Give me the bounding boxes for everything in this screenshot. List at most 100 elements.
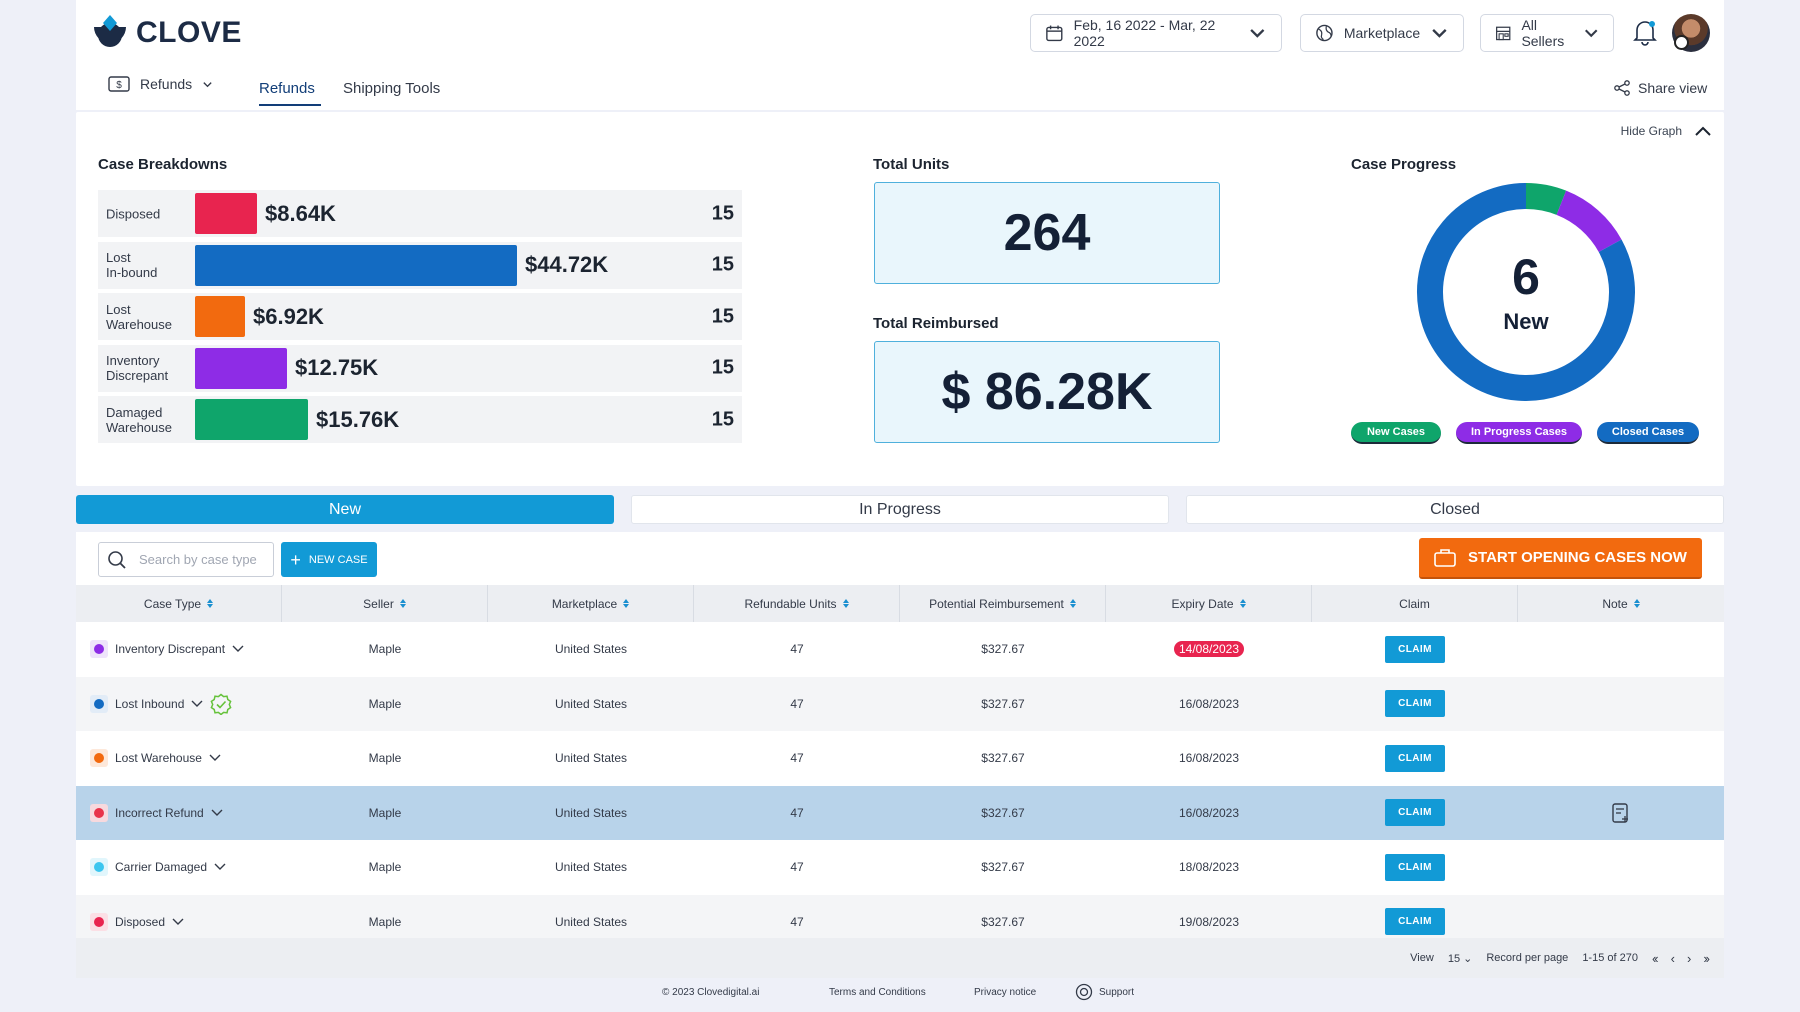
table-row[interactable]: Lost Inbound Maple United States 47 $327.67 1…	[76, 676, 1724, 731]
last-page-icon[interactable]: ››	[1703, 950, 1710, 966]
tab-in-progress[interactable]: In Progress	[631, 495, 1169, 524]
sort-icon[interactable]	[1069, 599, 1076, 608]
claim-button[interactable]: CLAIM	[1385, 853, 1445, 881]
potential-reimbursement: $327.67	[981, 696, 1025, 711]
expiry-date: 16/08/2023	[1178, 696, 1240, 711]
potential-reimbursement: $327.67	[981, 751, 1025, 766]
sellers-select[interactable]: All Sellers	[1480, 14, 1614, 52]
case-type-dot-icon	[90, 858, 108, 877]
chevron-down-icon[interactable]	[191, 700, 203, 708]
search-box[interactable]	[98, 542, 274, 577]
donut-center: 6 New	[1416, 182, 1636, 402]
legend-new-cases[interactable]: New Cases	[1351, 422, 1441, 444]
privacy-link[interactable]: Privacy notice	[974, 987, 1037, 998]
chevron-down-icon[interactable]	[211, 809, 223, 817]
hide-graph-toggle[interactable]: Hide Graph	[1621, 124, 1712, 138]
breakdown-label: Damaged Warehouse	[106, 404, 172, 435]
sort-icon[interactable]	[207, 599, 214, 608]
claim-button[interactable]: CLAIM	[1385, 908, 1445, 936]
new-case-label: NEW CASE	[308, 553, 368, 566]
first-page-icon[interactable]: ‹‹	[1651, 950, 1659, 966]
search-icon	[108, 550, 126, 569]
chevron-down-icon[interactable]	[209, 754, 221, 762]
marketplace-cell: United States	[488, 840, 694, 895]
tab-refunds[interactable]: Refunds	[259, 80, 315, 97]
column-header[interactable]: Refundable Units	[694, 585, 900, 622]
column-header[interactable]: Seller	[282, 585, 488, 622]
legend-in-progress-cases[interactable]: In Progress Cases	[1456, 422, 1582, 444]
column-header[interactable]: Marketplace	[488, 585, 694, 622]
top-header: CLOVE Feb, 16 2022 - Mar, 22 2022 Market…	[76, 0, 1724, 110]
seller: Maple	[368, 642, 402, 657]
terms-link[interactable]: Terms and Conditions	[829, 987, 926, 998]
per-page-select[interactable]: 15 ⌄	[1447, 952, 1473, 965]
tab-closed[interactable]: Closed	[1186, 495, 1724, 524]
date-range-picker[interactable]: Feb, 16 2022 - Mar, 22 2022	[1030, 14, 1282, 52]
active-tab-indicator	[259, 104, 321, 106]
tab-shipping-tools[interactable]: Shipping Tools	[343, 80, 441, 97]
refundable-units: 47	[790, 751, 804, 766]
add-note-icon[interactable]	[1611, 802, 1631, 824]
sort-icon[interactable]	[1239, 599, 1246, 608]
sort-icon[interactable]	[1633, 599, 1640, 608]
chevron-down-icon[interactable]	[172, 918, 184, 926]
column-header[interactable]: Expiry Date	[1106, 585, 1312, 622]
chevron-down-icon	[1432, 29, 1447, 38]
settings-badge-icon[interactable]	[1674, 35, 1689, 50]
claim-cell: CLAIM	[1312, 895, 1518, 950]
cases-table-panel: + NEW CASE START OPENING CASES NOW Case …	[76, 532, 1724, 978]
share-view-button[interactable]: Share view	[1614, 80, 1707, 96]
table-body: Inventory Discrepant Maple United States 47…	[76, 622, 1724, 949]
table-row[interactable]: Incorrect Refund Maple United States 47 $327…	[76, 785, 1724, 841]
claim-button[interactable]: CLAIM	[1385, 799, 1445, 827]
table-row[interactable]: Inventory Discrepant Maple United States 47…	[76, 622, 1724, 677]
marketplace-cell: United States	[488, 622, 694, 677]
case-progress-title: Case Progress	[1351, 156, 1457, 173]
chevron-down-icon[interactable]	[214, 863, 226, 871]
marketplace-value: Marketplace	[1343, 25, 1421, 41]
sort-icon[interactable]	[399, 599, 406, 608]
search-input[interactable]	[139, 552, 269, 567]
table-row[interactable]: Carrier Damaged Maple United States 47 $327.…	[76, 840, 1724, 895]
marketplace-select[interactable]: Marketplace	[1300, 14, 1464, 52]
breakdown-label: Disposed	[106, 206, 161, 221]
claim-button[interactable]: CLAIM	[1385, 744, 1445, 772]
breakdown-amount: $44.72K	[525, 252, 609, 277]
column-header-label: Refundable Units	[744, 596, 837, 611]
start-opening-cases-button[interactable]: START OPENING CASES NOW	[1419, 538, 1702, 579]
prev-page-icon[interactable]: ‹	[1670, 950, 1676, 966]
seller: Maple	[368, 914, 402, 929]
units-cell: 47	[694, 840, 900, 895]
column-header[interactable]: Potential Reimbursement	[900, 585, 1106, 622]
total-units-title: Total Units	[873, 156, 950, 173]
legend-closed-cases[interactable]: Closed Cases	[1597, 422, 1699, 444]
table-row[interactable]: Lost Warehouse Maple United States 47 $327.6…	[76, 731, 1724, 786]
reimbursement-cell: $327.67	[900, 840, 1106, 895]
case-progress-donut: 6 New	[1416, 182, 1636, 402]
share-icon	[1614, 80, 1630, 96]
support-link[interactable]: Support	[1099, 987, 1135, 998]
section-select[interactable]: $ Refunds	[108, 76, 213, 92]
column-header[interactable]: Note	[1518, 585, 1724, 622]
total-reimbursed-title: Total Reimbursed	[873, 315, 999, 332]
column-header[interactable]: Case Type	[76, 585, 282, 622]
claim-button[interactable]: CLAIM	[1385, 690, 1445, 718]
sort-icon[interactable]	[842, 599, 849, 608]
sort-icon[interactable]	[623, 599, 630, 608]
claim-cell: CLAIM	[1312, 840, 1518, 895]
record-per-page-label: Record per page	[1486, 952, 1569, 964]
claim-button[interactable]: CLAIM	[1385, 635, 1445, 663]
tab-new[interactable]: New	[76, 495, 614, 524]
chevron-down-icon[interactable]	[232, 645, 244, 653]
support-icon[interactable]	[1075, 983, 1093, 1001]
column-header[interactable]: Claim	[1312, 585, 1518, 622]
notification-bell-icon[interactable]	[1632, 18, 1658, 46]
potential-reimbursement: $327.67	[981, 860, 1025, 875]
seller: Maple	[368, 805, 402, 820]
case-type-cell: Incorrect Refund	[76, 786, 282, 841]
reimbursement-cell: $327.67	[900, 786, 1106, 841]
new-case-button[interactable]: + NEW CASE	[281, 542, 377, 577]
next-page-icon[interactable]: ›	[1686, 950, 1692, 966]
brand-logo[interactable]: CLOVE	[90, 13, 242, 53]
sellers-value: All Sellers	[1521, 17, 1565, 49]
